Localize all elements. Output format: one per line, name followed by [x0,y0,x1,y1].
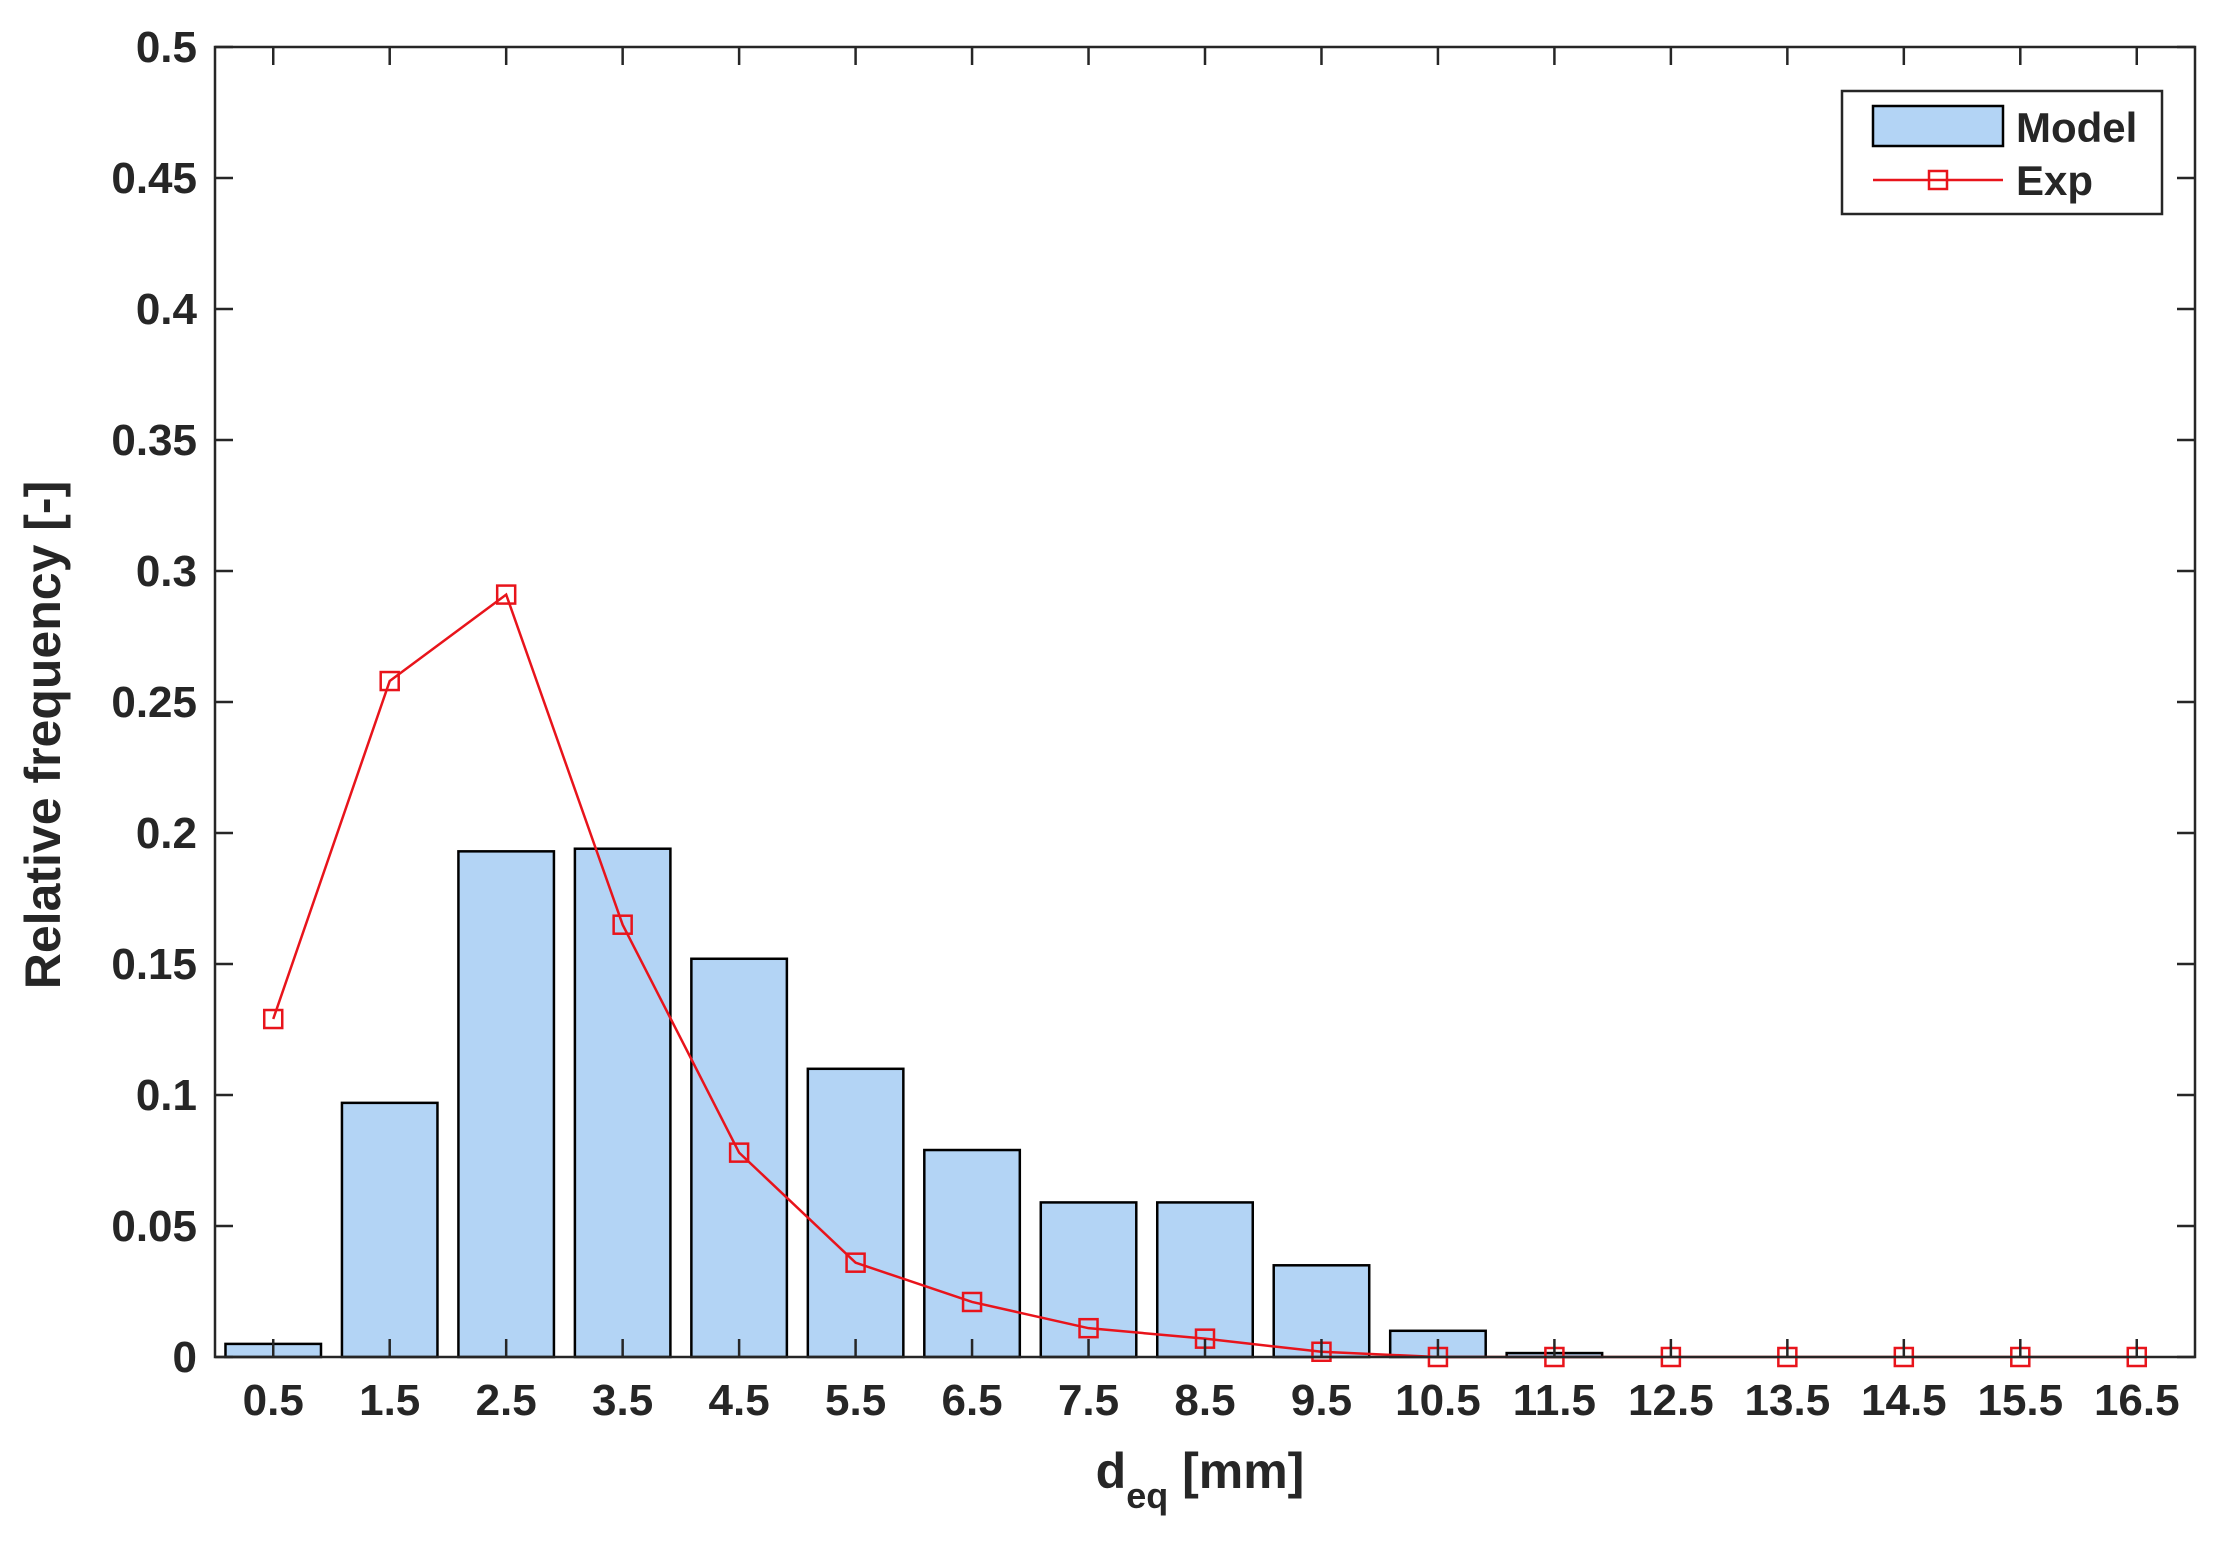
exp-marker-7.5 [1078,1317,1099,1339]
x-tick-label-0.5: 0.5 [243,1376,304,1425]
x-tick-label-1.5: 1.5 [359,1376,420,1425]
x-tick-label-6.5: 6.5 [941,1376,1002,1425]
y-tick-label-0.2: 0.2 [136,809,197,858]
exp-marker-3.5 [612,914,633,935]
model-bar-5.5 [806,1067,905,1359]
x-tick-label-15.5: 15.5 [1977,1376,2063,1425]
exp-marker-4.5 [728,1142,750,1163]
x-tick-label-5.5: 5.5 [825,1376,886,1425]
exp-marker-5.5 [845,1252,866,1273]
x-tick-label-9.5: 9.5 [1291,1376,1352,1425]
legend-model-label: Model [2016,104,2137,151]
exp-marker-6.5 [961,1291,983,1313]
x-axis-label-unit: [mm] [1168,1443,1304,1499]
y-tick-label-0.35: 0.35 [111,416,197,465]
exp-marker-0.5 [262,1008,284,1030]
x-axis-label-main: d [1096,1443,1127,1499]
y-tick-label-0.25: 0.25 [111,678,197,727]
x-tick-label-8.5: 8.5 [1174,1376,1235,1425]
x-tick-label-10.5: 10.5 [1395,1376,1481,1425]
y-tick-label-0: 0 [173,1333,197,1382]
model-bar-7.5 [1039,1201,1138,1359]
exp-marker-2.5 [495,584,517,605]
x-tick-label-4.5: 4.5 [709,1376,770,1425]
legend: Model Exp [1840,89,2164,216]
legend-exp-marker [1927,169,1949,191]
y-tick-label-0.4: 0.4 [136,285,198,334]
y-tick-label-0.5: 0.5 [136,23,197,72]
legend-model-swatch [1871,104,2005,148]
model-bar-1.5 [340,1101,439,1359]
y-tick-label-0.1: 0.1 [136,1071,197,1120]
x-axis-label-subscript: eq [1126,1475,1168,1516]
model-bar-6.5 [923,1148,1022,1359]
x-tick-label-2.5: 2.5 [476,1376,537,1425]
y-tick-label-0.15: 0.15 [111,940,197,989]
exp-marker-1.5 [379,670,400,692]
x-axis-label: deq [mm] [1096,1443,1305,1516]
y-tick-label-0.05: 0.05 [111,1202,197,1251]
model-bars [224,847,1604,1359]
y-axis-label: Relative frequency [-] [15,481,71,989]
x-tick-label-14.5: 14.5 [1861,1376,1947,1425]
y-tick-label-0.45: 0.45 [111,154,197,203]
tick-labels: 0 0.05 0.1 0.15 0.2 0.25 0.3 0.35 0.4 0.45 0.5 0.5 1… [111,23,2179,1425]
legend-exp-label: Exp [2016,157,2093,204]
axes [213,45,2197,1359]
x-tick-label-7.5: 7.5 [1058,1376,1119,1425]
x-tick-label-13.5: 13.5 [1745,1376,1831,1425]
y-tick-label-0.3: 0.3 [136,547,197,596]
x-tick-label-12.5: 12.5 [1628,1376,1714,1425]
x-tick-label-16.5: 16.5 [2094,1376,2180,1425]
model-bar-2.5 [457,850,556,1359]
model-bar-4.5 [690,957,789,1359]
x-tick-label-11.5: 11.5 [1513,1376,1596,1425]
model-bar-8.5 [1155,1201,1255,1359]
x-tick-label-3.5: 3.5 [592,1376,653,1425]
